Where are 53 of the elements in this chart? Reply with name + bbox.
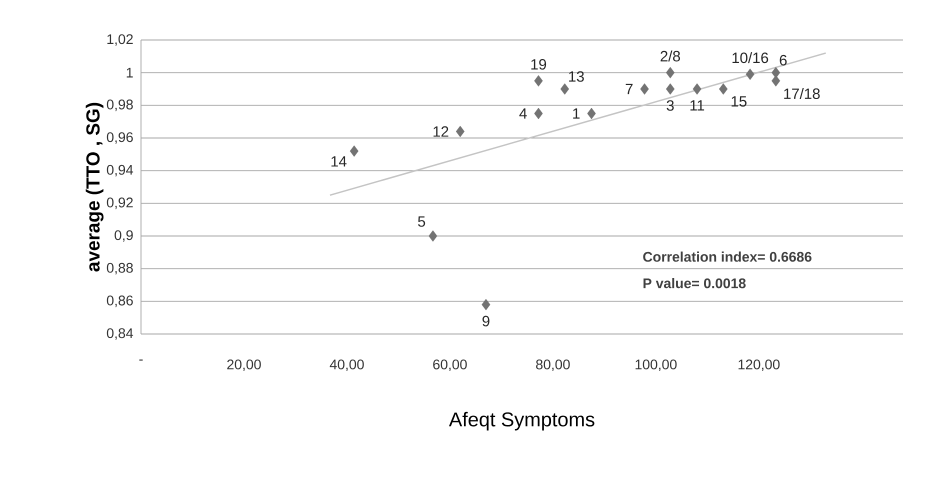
x-tick-label: 120,00 [738,360,780,372]
point [587,108,596,120]
x-axis-title: Afeqt Symptoms [448,412,594,430]
point [640,83,649,95]
annotation: 19 [531,59,546,70]
point [746,68,754,80]
y-tick-label: 0,96 [106,132,133,144]
x-tick-label: - [139,360,143,361]
x-tick-label: 40,00 [330,360,364,372]
point [560,83,570,95]
annotation: 9 [482,316,490,326]
annotation: 2/8 [660,50,680,62]
point [718,83,728,95]
point [534,75,543,87]
annotation: 3 [666,100,674,111]
annotation: 7 [626,84,633,94]
y-tick-label: 0,9 [114,230,133,242]
point [350,145,358,157]
point [666,83,675,95]
y-axis-title: average (TTO , SG) [86,102,104,272]
point [456,126,465,138]
point [772,75,780,87]
x-tick-label: 60,00 [433,360,467,372]
point [772,66,780,78]
annotation: 11 [690,100,704,110]
point [534,108,543,120]
annotation: 10/16 [732,52,768,64]
point [666,66,675,78]
y-tick-label: 1,02 [107,34,133,46]
annotation: 15 [732,96,747,107]
annotation: 5 [418,216,426,227]
annotation: 14 [331,156,347,167]
y-tick-label: 0,88 [106,262,133,274]
point [692,83,702,95]
y-tick-label: 0,94 [106,164,134,176]
annotation: 12 [434,126,448,137]
y-tick-label: 0,98 [106,100,133,112]
y-tick-label: 0,84 [106,328,134,340]
annotation: P value= 0.0018 [644,278,746,288]
point [428,230,438,242]
annotation: 6 [780,54,787,66]
y-tick-label: 1 [126,68,133,78]
x-tick-label: 20,00 [227,360,261,372]
x-tick-label: 100,00 [636,360,677,372]
annotation: Correlation index= 0.6686 [643,252,812,262]
y-tick-label: 0,86 [106,296,133,308]
annotation: 13 [569,71,584,82]
annotation: 4 [519,108,527,119]
y-tick-label: 0,92 [106,198,133,210]
point [482,298,490,310]
annotation: 1 [573,108,580,119]
annotation: 17/18 [784,88,820,99]
x-tick-label: 80,00 [536,360,570,372]
